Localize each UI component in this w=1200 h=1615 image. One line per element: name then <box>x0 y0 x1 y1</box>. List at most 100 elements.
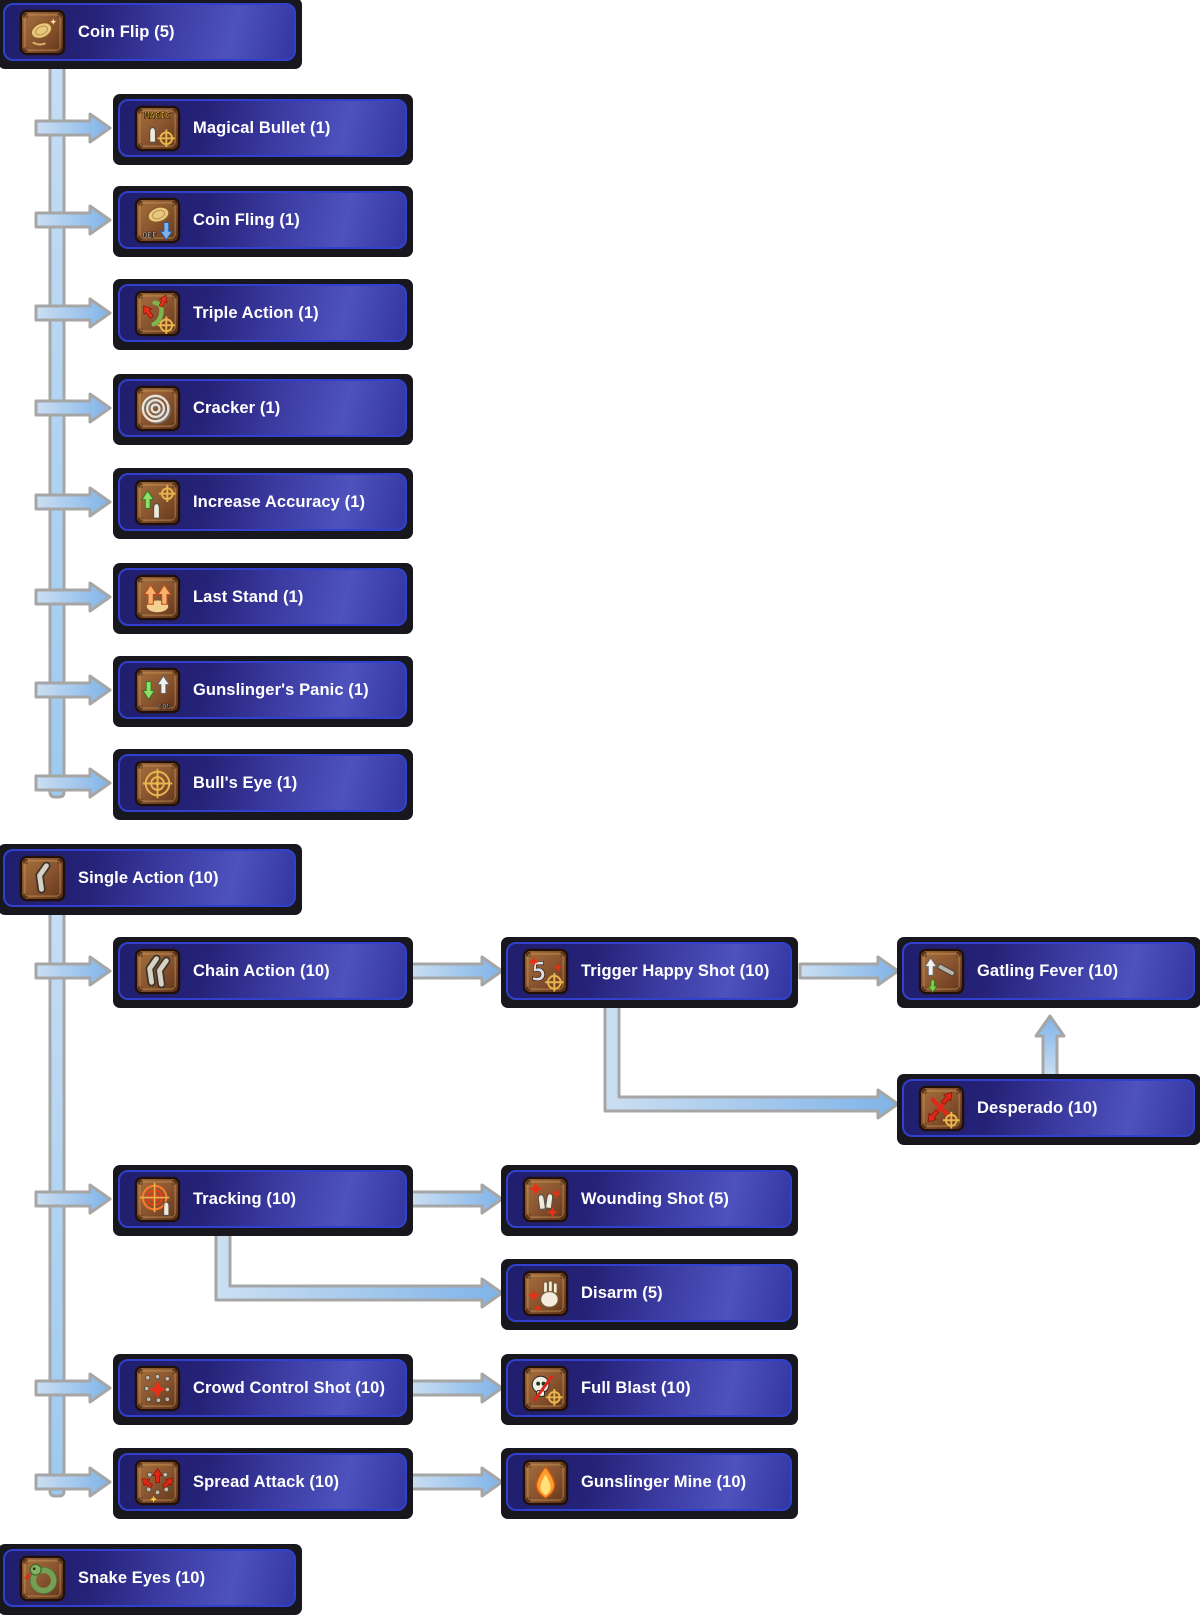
skill-node-box[interactable]: Crowd Control Shot (10) <box>118 1359 407 1417</box>
skill-node-wounding-shot[interactable]: Wounding Shot (5) <box>501 1165 798 1236</box>
gunslinger-mine-icon <box>522 1459 569 1506</box>
skill-node-box[interactable]: Snake Eyes (10) <box>3 1549 296 1607</box>
skill-node-box[interactable]: 5 Trigger Happy Shot (10) <box>506 942 792 1000</box>
skill-node-trigger-happy-shot[interactable]: 5 Trigger Happy Shot (10) <box>501 937 798 1008</box>
skill-node-box[interactable]: Disarm (5) <box>506 1264 792 1322</box>
edge-single_action-tracking <box>34 1183 112 1215</box>
skill-label: Snake Eyes (10) <box>78 1568 206 1587</box>
edge-coin_flip-triple_action <box>34 297 112 329</box>
skill-label: Gatling Fever (10) <box>977 961 1119 980</box>
magical-bullet-icon: MAGIC <box>134 105 181 152</box>
skill-node-box[interactable]: Full Blast (10) <box>506 1359 792 1417</box>
edge-tracking-wounding_shot <box>408 1183 504 1215</box>
tracking-icon <box>134 1176 181 1223</box>
skill-node-crowd-control-shot[interactable]: Crowd Control Shot (10) <box>113 1354 413 1425</box>
skill-label: Coin Fling (1) <box>193 210 300 229</box>
edge-tracking-disarm <box>214 1228 504 1309</box>
skill-label: Cracker (1) <box>193 398 281 417</box>
skill-label: Gunslinger Mine (10) <box>581 1472 747 1491</box>
skill-label: Chain Action (10) <box>193 961 330 980</box>
skill-node-bulls-eye[interactable]: Bull's Eye (1) <box>113 749 413 820</box>
edge-coin_flip-bulls_eye <box>34 767 112 799</box>
single-action-icon <box>19 855 66 902</box>
skill-label: Increase Accuracy (1) <box>193 492 366 511</box>
skill-node-box[interactable]: Gunslinger Mine (10) <box>506 1453 792 1511</box>
crowd-control-shot-icon <box>134 1365 181 1412</box>
skill-node-box[interactable]: Increase Accuracy (1) <box>118 473 407 531</box>
edge-coin_flip-gunslingers_panic <box>34 674 112 706</box>
edge-crowd_control_shot-full_blast <box>408 1372 504 1404</box>
skill-node-tracking[interactable]: Tracking (10) <box>113 1165 413 1236</box>
skill-node-gunslingers-panic[interactable]: CON Gunslinger's Panic (1) <box>113 656 413 727</box>
skill-node-box[interactable]: Wounding Shot (5) <box>506 1170 792 1228</box>
trunk-coin_flip <box>48 59 66 799</box>
svg-text:DEF: DEF <box>143 231 157 240</box>
skill-node-box[interactable]: DEF Coin Fling (1) <box>118 191 407 249</box>
skill-node-box[interactable]: MAGIC Magical Bullet (1) <box>118 99 407 157</box>
skill-node-full-blast[interactable]: Full Blast (10) <box>501 1354 798 1425</box>
wounding-shot-icon <box>522 1176 569 1223</box>
skill-label: Single Action (10) <box>78 868 219 887</box>
edge-coin_flip-cracker <box>34 392 112 424</box>
skill-node-increase-accuracy[interactable]: Increase Accuracy (1) <box>113 468 413 539</box>
edge-trigger_happy_shot-gatling_fever <box>798 955 900 987</box>
skill-node-gunslinger-mine[interactable]: Gunslinger Mine (10) <box>501 1448 798 1519</box>
skill-node-box[interactable]: Single Action (10) <box>3 849 296 907</box>
snake-eyes-icon <box>19 1555 66 1602</box>
disarm-icon <box>522 1270 569 1317</box>
skill-node-box[interactable]: Desperado (10) <box>902 1079 1195 1137</box>
coin-fling-icon: DEF <box>134 197 181 244</box>
skill-node-single-action[interactable]: Single Action (10) <box>0 844 302 915</box>
skill-node-chain-action[interactable]: Chain Action (10) <box>113 937 413 1008</box>
skill-label: Spread Attack (10) <box>193 1472 340 1491</box>
skill-node-coin-fling[interactable]: DEF Coin Fling (1) <box>113 186 413 257</box>
skill-label: Magical Bullet (1) <box>193 118 331 137</box>
edge-coin_flip-magical_bullet <box>34 112 112 144</box>
skill-label: Disarm (5) <box>581 1283 663 1302</box>
skill-label: Wounding Shot (5) <box>581 1189 730 1208</box>
skill-node-box[interactable]: Tracking (10) <box>118 1170 407 1228</box>
skill-node-box[interactable]: Cracker (1) <box>118 379 407 437</box>
skill-node-snake-eyes[interactable]: Snake Eyes (10) <box>0 1544 302 1615</box>
svg-text:CON: CON <box>158 702 171 711</box>
skill-node-coin-flip[interactable]: Coin Flip (5) <box>0 0 302 69</box>
skill-node-box[interactable]: CON Gunslinger's Panic (1) <box>118 661 407 719</box>
skill-node-box[interactable]: Gatling Fever (10) <box>902 942 1195 1000</box>
skill-node-last-stand[interactable]: Last Stand (1) <box>113 563 413 634</box>
skill-label: Full Blast (10) <box>581 1378 691 1397</box>
desperado-icon <box>918 1085 965 1132</box>
skill-node-box[interactable]: Bull's Eye (1) <box>118 754 407 812</box>
svg-text:MAGIC: MAGIC <box>144 111 170 121</box>
edge-spread_attack-gunslinger_mine <box>408 1466 504 1498</box>
skill-node-magical-bullet[interactable]: MAGIC Magical Bullet (1) <box>113 94 413 165</box>
trigger-happy-shot-icon: 5 <box>522 948 569 995</box>
skill-label: Gunslinger's Panic (1) <box>193 680 369 699</box>
skill-node-box[interactable]: Triple Action (1) <box>118 284 407 342</box>
skill-node-gatling-fever[interactable]: Gatling Fever (10) <box>897 937 1200 1008</box>
skill-label: Triple Action (1) <box>193 303 319 322</box>
edge-chain_action-trigger_happy_shot <box>408 955 504 987</box>
skill-label: Desperado (10) <box>977 1098 1098 1117</box>
increase-accuracy-icon <box>134 479 181 526</box>
full-blast-icon <box>522 1365 569 1412</box>
gatling-fever-icon <box>918 948 965 995</box>
cracker-icon <box>134 385 181 432</box>
skill-node-box[interactable]: Spread Attack (10) <box>118 1453 407 1511</box>
skill-node-cracker[interactable]: Cracker (1) <box>113 374 413 445</box>
edge-coin_flip-increase_accuracy <box>34 486 112 518</box>
triple-action-icon <box>134 290 181 337</box>
edge-desperado-gatling_fever <box>1034 1014 1066 1079</box>
skill-label: Crowd Control Shot (10) <box>193 1378 386 1397</box>
skill-node-desperado[interactable]: Desperado (10) <box>897 1074 1200 1145</box>
skill-node-triple-action[interactable]: Triple Action (1) <box>113 279 413 350</box>
edge-single_action-chain_action <box>34 955 112 987</box>
edge-single_action-crowd_control_shot <box>34 1372 112 1404</box>
skill-node-box[interactable]: Last Stand (1) <box>118 568 407 626</box>
skill-node-disarm[interactable]: Disarm (5) <box>501 1259 798 1330</box>
skill-node-box[interactable]: Chain Action (10) <box>118 942 407 1000</box>
edge-trigger_happy_shot-desperado <box>603 1000 900 1120</box>
skill-node-box[interactable]: Coin Flip (5) <box>3 3 296 61</box>
skill-node-spread-attack[interactable]: Spread Attack (10) <box>113 1448 413 1519</box>
